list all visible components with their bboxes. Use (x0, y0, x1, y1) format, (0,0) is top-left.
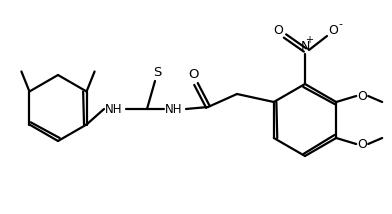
Text: +: + (305, 35, 313, 45)
Text: O: O (357, 138, 367, 150)
Text: O: O (273, 24, 283, 37)
Text: O: O (357, 89, 367, 103)
Text: N: N (300, 40, 310, 52)
Text: O: O (189, 67, 199, 80)
Text: S: S (153, 65, 161, 79)
Text: NH: NH (165, 103, 183, 116)
Text: O: O (328, 24, 338, 37)
Text: -: - (338, 19, 342, 29)
Text: NH: NH (105, 103, 123, 116)
